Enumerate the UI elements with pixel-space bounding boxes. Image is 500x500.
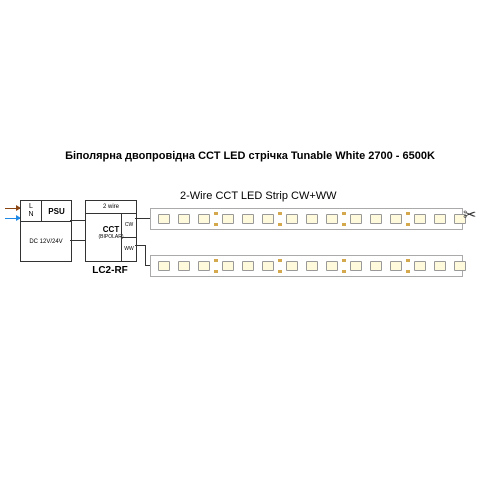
led-chip [350,214,362,224]
wire-ctrl-strip2b [145,245,146,265]
cut-pad [278,258,282,274]
psu-input-terminals: L N [21,201,42,221]
wire-psu-ctrl-2 [70,240,85,241]
psu-terminal-l: L [29,203,33,211]
led-chip [222,214,234,224]
diagram-title: Біполярна двопровідна ССТ LED стрічка Tu… [0,150,500,162]
controller-block: 2 wire CCT (BIPOLAR) CW WW [85,200,137,262]
led-chip [350,261,362,271]
cut-pad [214,211,218,227]
psu-terminal-n: N [28,211,33,219]
led-chip [370,261,382,271]
cut-pad [342,211,346,227]
led-chip [370,214,382,224]
controller-type: CCT [103,225,119,234]
controller-model: LC2-RF [85,265,135,276]
led-chip [242,214,254,224]
psu-label: PSU [42,201,71,221]
controller-out-ww: WW [122,238,136,262]
led-chip [178,261,190,271]
controller-subtype: (BIPOLAR) [98,234,123,240]
cut-pad [406,258,410,274]
led-strip-1 [150,208,463,230]
led-chip [242,261,254,271]
led-chip [390,261,402,271]
led-chip [326,214,338,224]
psu-spec: DC 12V/24V [21,222,71,262]
cut-pad [278,211,282,227]
psu-block: L N PSU DC 12V/24V [20,200,72,262]
led-chip [414,214,426,224]
controller-outputs: CW WW [121,213,136,261]
led-chip [178,214,190,224]
led-chip [434,261,446,271]
cut-pad [406,211,410,227]
wire-ctrl-strip1 [135,218,150,219]
ac-line-n [5,218,20,219]
cut-pad [214,258,218,274]
led-chip [198,261,210,271]
led-chip [390,214,402,224]
wire-ctrl-strip2a [135,245,145,246]
scissors-icon: ✂ [463,205,476,225]
led-chip [286,261,298,271]
cut-pad [342,258,346,274]
led-strip-2 [150,255,463,277]
wire-psu-ctrl-1 [70,220,85,221]
led-chip [158,261,170,271]
strip-label: 2-Wire CCT LED Strip CW+WW [180,190,337,202]
controller-out-cw: CW [122,213,136,238]
led-chip [158,214,170,224]
ac-line-l [5,208,20,209]
led-chip [286,214,298,224]
led-chip [262,214,274,224]
led-chip [222,261,234,271]
led-chip [434,214,446,224]
led-chip [198,214,210,224]
led-chip [326,261,338,271]
led-chip [306,214,318,224]
led-chip [414,261,426,271]
led-chip [454,261,466,271]
led-chip [262,261,274,271]
led-chip [306,261,318,271]
